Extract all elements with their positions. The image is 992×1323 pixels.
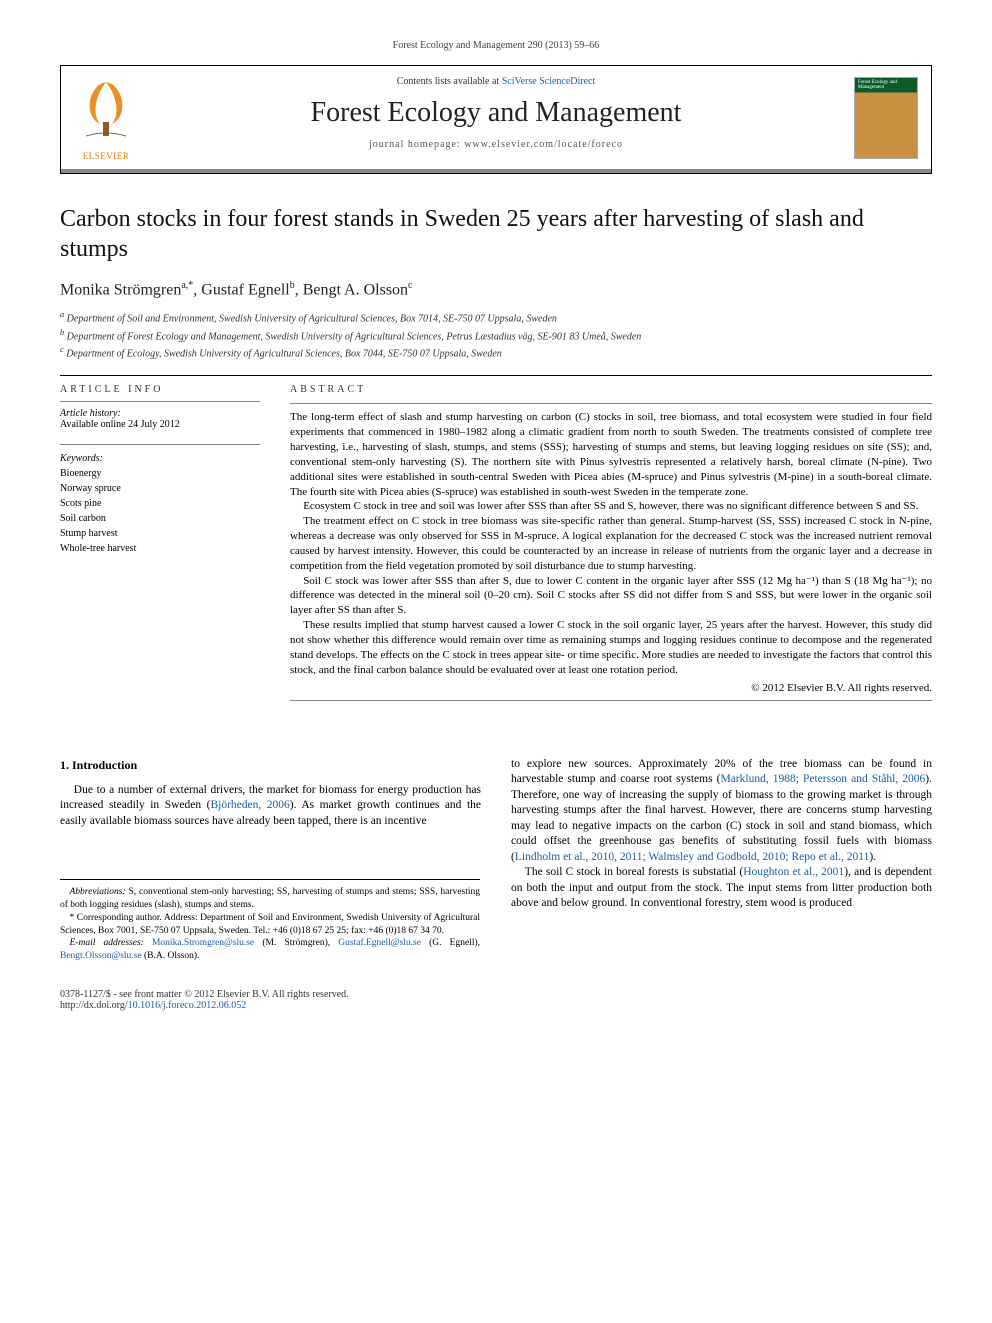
- abstract-p3: The treatment effect on C stock in tree …: [290, 514, 932, 573]
- publisher-name: ELSEVIER: [76, 151, 136, 161]
- abstract-bottom-rule: [290, 700, 932, 701]
- ref-bjorheden-2006[interactable]: Björheden, 2006: [210, 799, 289, 811]
- info-rule-1: [60, 401, 260, 402]
- doi-line: http://dx.doi.org/10.1016/j.foreco.2012.…: [60, 1000, 349, 1011]
- keywords-label: Keywords:: [60, 451, 260, 466]
- keyword: Scots pine: [60, 496, 260, 511]
- abstract-copyright: © 2012 Elsevier B.V. All rights reserved…: [290, 682, 932, 694]
- abstract-p4: Soil C stock was lower after SSS than af…: [290, 574, 932, 619]
- keyword: Bioenergy: [60, 466, 260, 481]
- author-3-marks: c: [408, 280, 412, 291]
- keyword: Stump harvest: [60, 526, 260, 541]
- page-footer: 0378-1127/$ - see front matter © 2012 El…: [60, 989, 932, 1011]
- authors-line: Monika Strömgrena,*, Gustaf Egnellb, Ben…: [60, 280, 932, 299]
- author-1-marks: a,*: [181, 280, 193, 291]
- abstract-p1: The long-term effect of slash and stump …: [290, 410, 932, 499]
- body-columns: 1. Introduction Due to a number of exter…: [60, 757, 932, 964]
- header-bottom-rule: [61, 169, 931, 173]
- homepage-url: www.elsevier.com/locate/foreco: [464, 139, 623, 150]
- keywords-block: Keywords: Bioenergy Norway spruce Scots …: [60, 451, 260, 556]
- abstract-p2: Ecosystem C stock in tree and soil was l…: [290, 499, 932, 514]
- history-value: Available online 24 July 2012: [60, 419, 260, 430]
- journal-cover-thumb: Forest Ecology and Management: [841, 66, 931, 169]
- article-info-head: ARTICLE INFO: [60, 384, 260, 395]
- ref-marklund-petersson[interactable]: Marklund, 1988; Petersson and Ståhl, 200…: [720, 773, 925, 785]
- section-rule: [60, 375, 932, 376]
- info-rule-2: [60, 444, 260, 445]
- journal-title: Forest Ecology and Management: [151, 97, 841, 129]
- author-2: Gustaf Egnell: [201, 281, 289, 298]
- journal-homepage-line: journal homepage: www.elsevier.com/locat…: [151, 139, 841, 150]
- abstract-p5: These results implied that stump harvest…: [290, 618, 932, 677]
- sciencedirect-link[interactable]: SciVerse ScienceDirect: [502, 76, 596, 87]
- footnotes: Abbreviations: S, conventional stem-only…: [60, 879, 480, 963]
- intro-p1: Due to a number of external drivers, the…: [60, 783, 481, 830]
- article-title: Carbon stocks in four forest stands in S…: [60, 204, 932, 264]
- elsevier-tree-icon: [76, 74, 136, 144]
- citation-line: Forest Ecology and Management 290 (2013)…: [60, 40, 932, 51]
- abstract-text: The long-term effect of slash and stump …: [290, 410, 932, 677]
- ref-houghton-2001[interactable]: Houghton et al., 2001: [743, 866, 844, 878]
- cover-title: Forest Ecology and Management: [858, 80, 914, 90]
- homepage-prefix: journal homepage:: [369, 139, 464, 150]
- abstract-column: ABSTRACT The long-term effect of slash a…: [290, 384, 932, 706]
- intro-p1-cont: to explore new sources. Approximately 20…: [511, 757, 932, 866]
- abstract-rule: [290, 403, 932, 404]
- author-1: Monika Strömgren: [60, 281, 181, 298]
- affiliations: a Department of Soil and Environment, Sw…: [60, 309, 932, 361]
- keyword: Whole-tree harvest: [60, 541, 260, 556]
- front-matter-line: 0378-1127/$ - see front matter © 2012 El…: [60, 989, 349, 1000]
- contents-list-line: Contents lists available at SciVerse Sci…: [151, 76, 841, 87]
- affiliation-b: b Department of Forest Ecology and Manag…: [60, 327, 932, 344]
- email-1[interactable]: Monika.Stromgren@slu.se: [152, 938, 254, 948]
- journal-header: ELSEVIER Contents lists available at Sci…: [60, 65, 932, 174]
- affiliation-a: a Department of Soil and Environment, Sw…: [60, 309, 932, 326]
- corresponding-author-note: * Corresponding author. Address: Departm…: [60, 912, 480, 938]
- contents-prefix: Contents lists available at: [397, 76, 502, 87]
- email-2[interactable]: Gustaf.Egnell@slu.se: [338, 938, 421, 948]
- ref-lindholm-walmsley-repo[interactable]: Lindholm et al., 2010, 2011; Walmsley an…: [515, 851, 869, 863]
- author-3: Bengt A. Olsson: [303, 281, 408, 298]
- left-column: 1. Introduction Due to a number of exter…: [60, 757, 481, 964]
- intro-p2: The soil C stock in boreal forests is su…: [511, 865, 932, 912]
- history-label: Article history:: [60, 408, 260, 419]
- keyword: Soil carbon: [60, 511, 260, 526]
- section-1-head: 1. Introduction: [60, 757, 481, 773]
- doi-link[interactable]: 10.1016/j.foreco.2012.06.052: [128, 1000, 247, 1011]
- abbreviations-note: Abbreviations: S, conventional stem-only…: [60, 886, 480, 912]
- keyword: Norway spruce: [60, 481, 260, 496]
- article-history: Article history: Available online 24 Jul…: [60, 408, 260, 430]
- affiliation-c: c Department of Ecology, Swedish Univers…: [60, 344, 932, 361]
- right-column: to explore new sources. Approximately 20…: [511, 757, 932, 964]
- email-3[interactable]: Bengt.Olsson@slu.se: [60, 951, 142, 961]
- publisher-logo: ELSEVIER: [61, 66, 151, 169]
- email-addresses-note: E-mail addresses: Monika.Stromgren@slu.s…: [60, 937, 480, 963]
- article-info-column: ARTICLE INFO Article history: Available …: [60, 384, 260, 706]
- abstract-head: ABSTRACT: [290, 384, 932, 395]
